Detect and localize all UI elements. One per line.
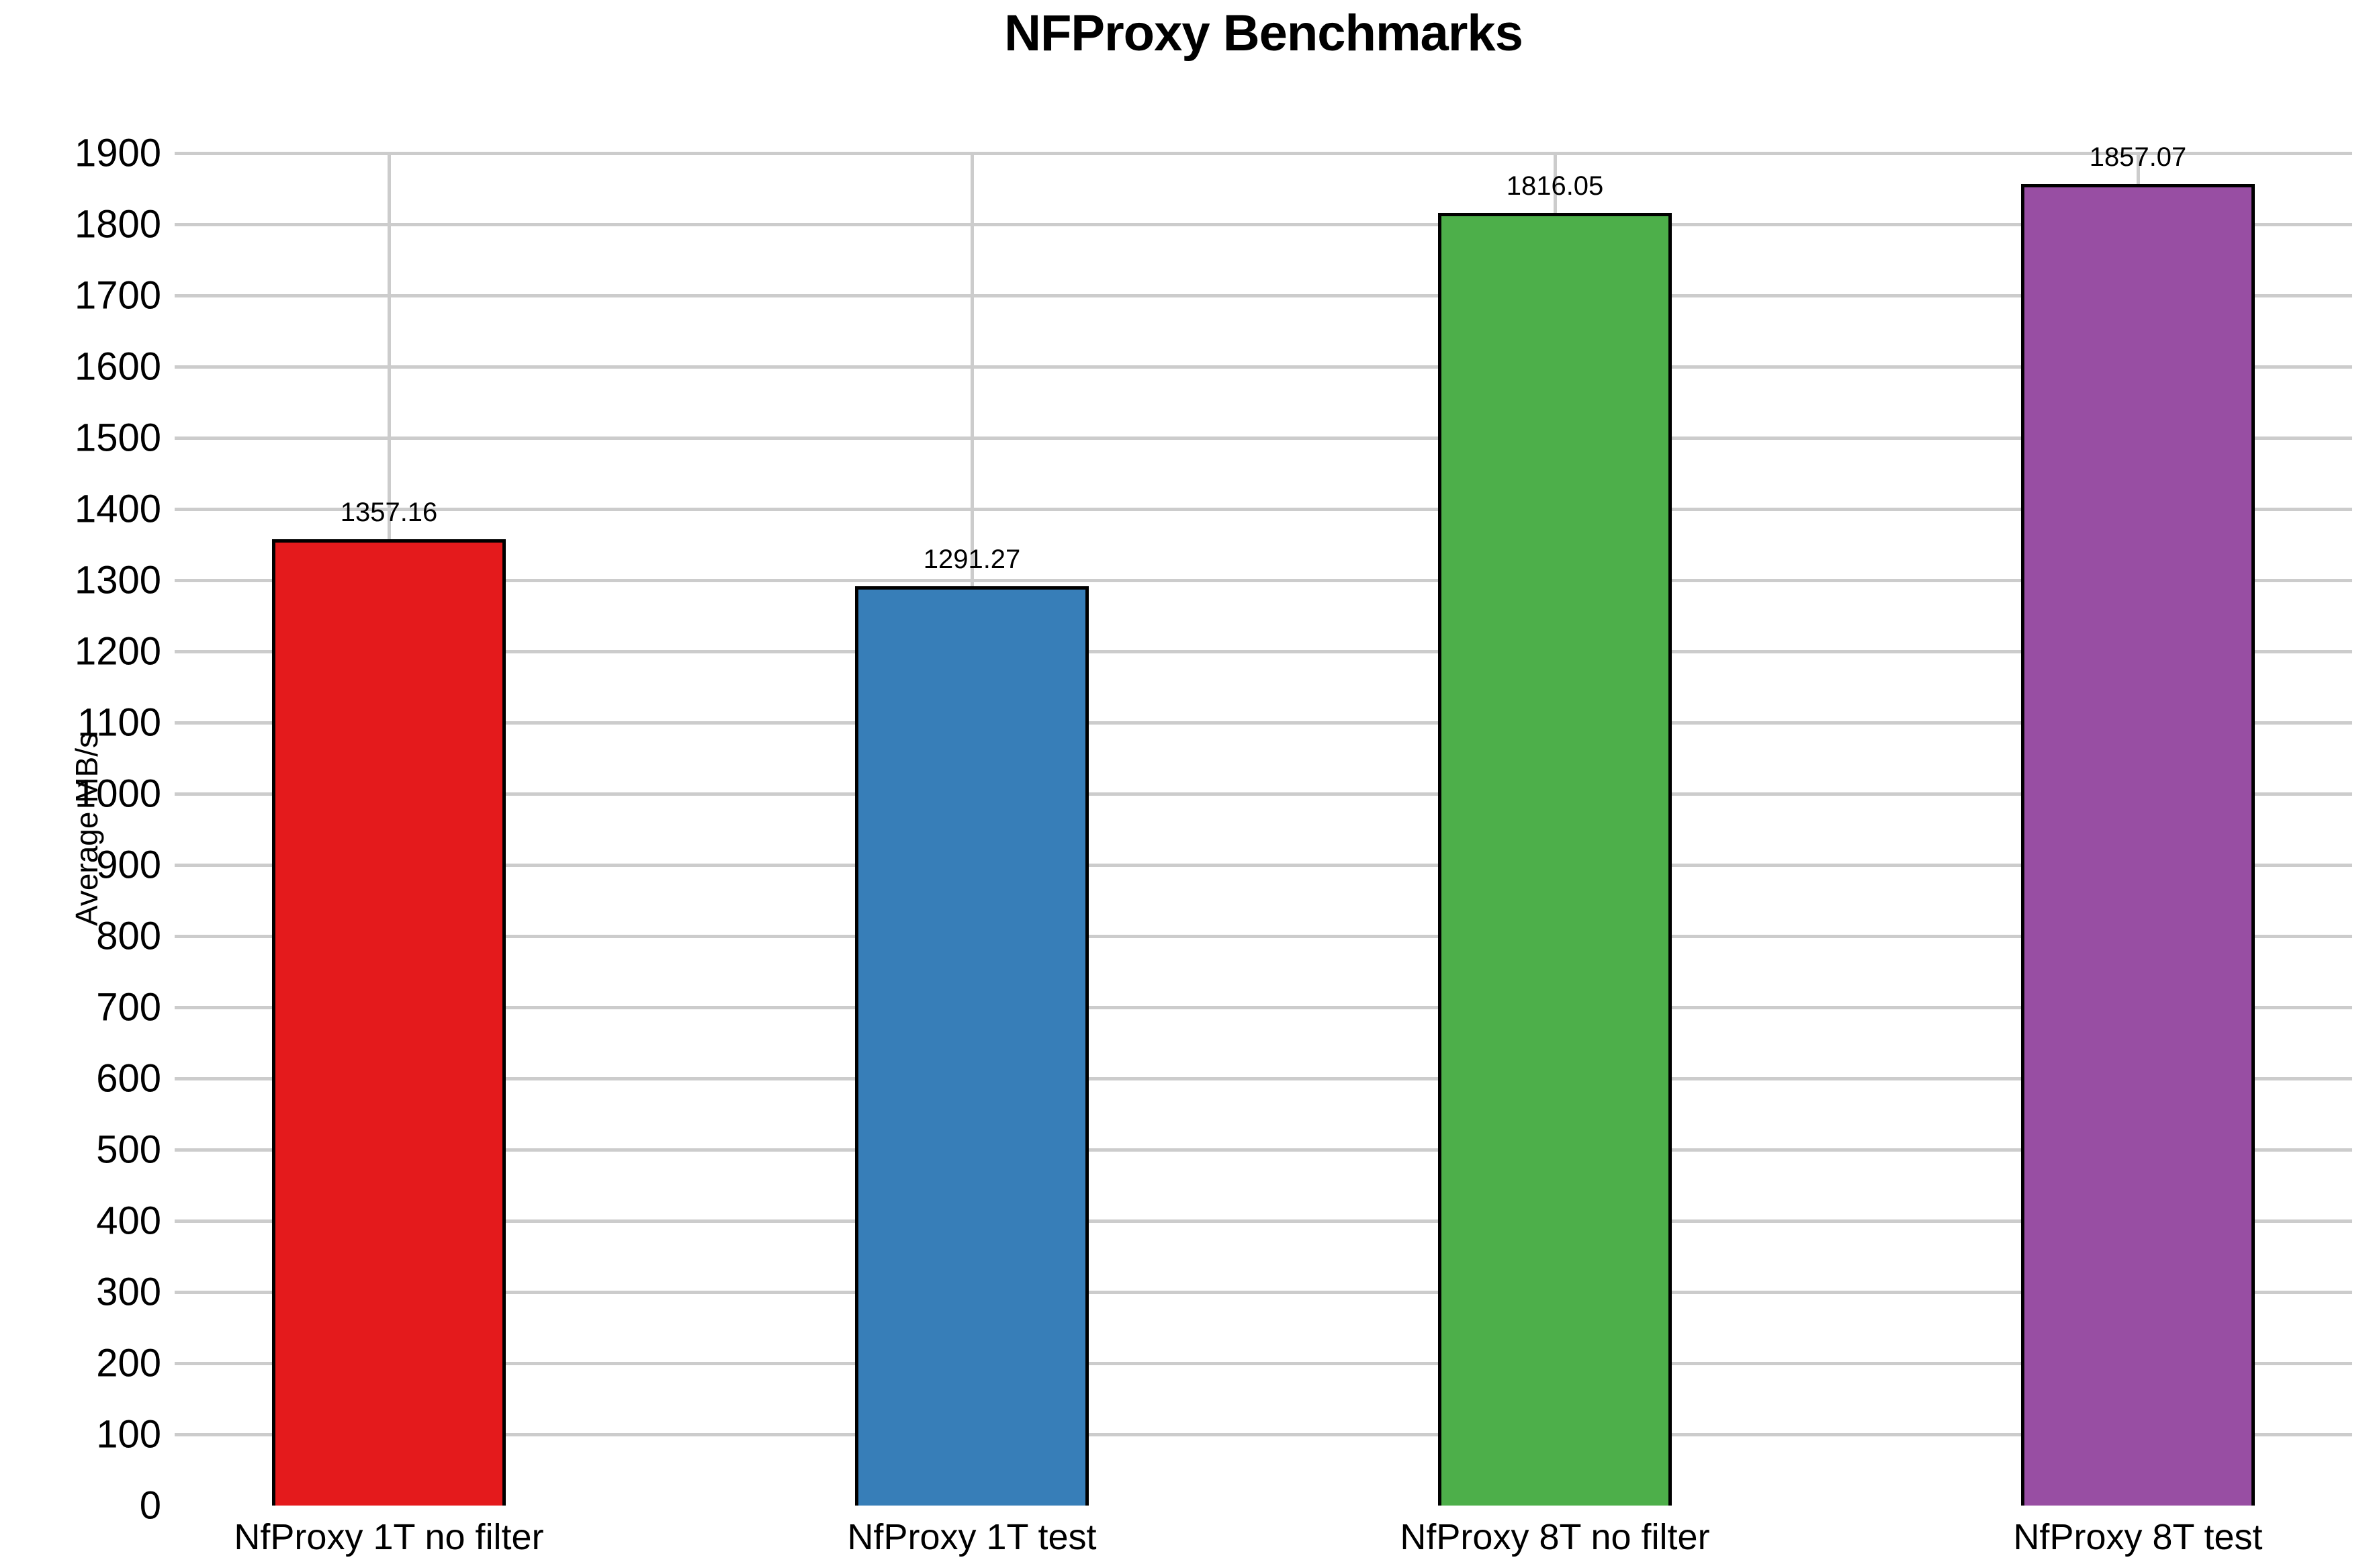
h-gridline [175, 222, 2352, 226]
h-gridline [175, 1361, 2352, 1365]
h-gridline [175, 578, 2352, 582]
x-tick-label: NfProxy 1T test [847, 1517, 1097, 1557]
bar-value-label: 1816.05 [1506, 171, 1604, 201]
y-tick-label: 100 [96, 1412, 161, 1457]
y-tick-label: 300 [96, 1270, 161, 1314]
y-tick-label: 1700 [74, 273, 161, 318]
bar-value-label: 1291.27 [923, 545, 1021, 575]
y-tick-label: 200 [96, 1341, 161, 1385]
y-tick-label: 1900 [74, 131, 161, 175]
x-tick-label: NfProxy 8T no filter [1400, 1517, 1710, 1557]
bar [855, 586, 1089, 1506]
x-tick-label: NfProxy 1T no filter [234, 1517, 544, 1557]
y-tick-label: 1800 [74, 202, 161, 246]
y-tick-label: 800 [96, 914, 161, 958]
h-gridline [175, 792, 2352, 796]
y-tick-label: 1400 [74, 487, 161, 531]
y-tick-label: 1000 [74, 772, 161, 816]
bar-value-label: 1357.16 [340, 498, 438, 528]
y-tick-label: 1200 [74, 629, 161, 674]
bar [272, 539, 506, 1506]
h-gridline [175, 1005, 2352, 1009]
chart-title: NFProxy Benchmarks [1004, 5, 1523, 62]
y-tick-label: 400 [96, 1199, 161, 1243]
y-tick-label: 700 [96, 985, 161, 1029]
h-gridline [175, 365, 2352, 369]
y-tick-label: 1300 [74, 558, 161, 602]
h-gridline [175, 721, 2352, 725]
h-gridline [175, 1290, 2352, 1294]
y-tick-label: 900 [96, 843, 161, 887]
bar [2021, 183, 2255, 1506]
bar-value-label: 1857.07 [2089, 142, 2187, 172]
y-tick-label: 1500 [74, 416, 161, 460]
h-gridline [175, 151, 2352, 155]
y-tick-label: 0 [139, 1483, 161, 1528]
h-gridline [175, 293, 2352, 297]
h-gridline [175, 649, 2352, 653]
bar [1438, 212, 1672, 1506]
h-gridline [175, 1076, 2352, 1080]
y-tick-label: 1600 [74, 344, 161, 389]
h-gridline [175, 507, 2352, 511]
x-tick-label: NfProxy 8T test [2013, 1517, 2263, 1557]
h-gridline [175, 1432, 2352, 1436]
h-gridline [175, 934, 2352, 938]
h-gridline [175, 1219, 2352, 1223]
h-gridline [175, 1148, 2352, 1152]
y-tick-label: 500 [96, 1127, 161, 1172]
h-gridline [175, 863, 2352, 867]
y-tick-label: 600 [96, 1056, 161, 1101]
h-gridline [175, 436, 2352, 440]
y-tick-label: 1100 [77, 700, 161, 745]
